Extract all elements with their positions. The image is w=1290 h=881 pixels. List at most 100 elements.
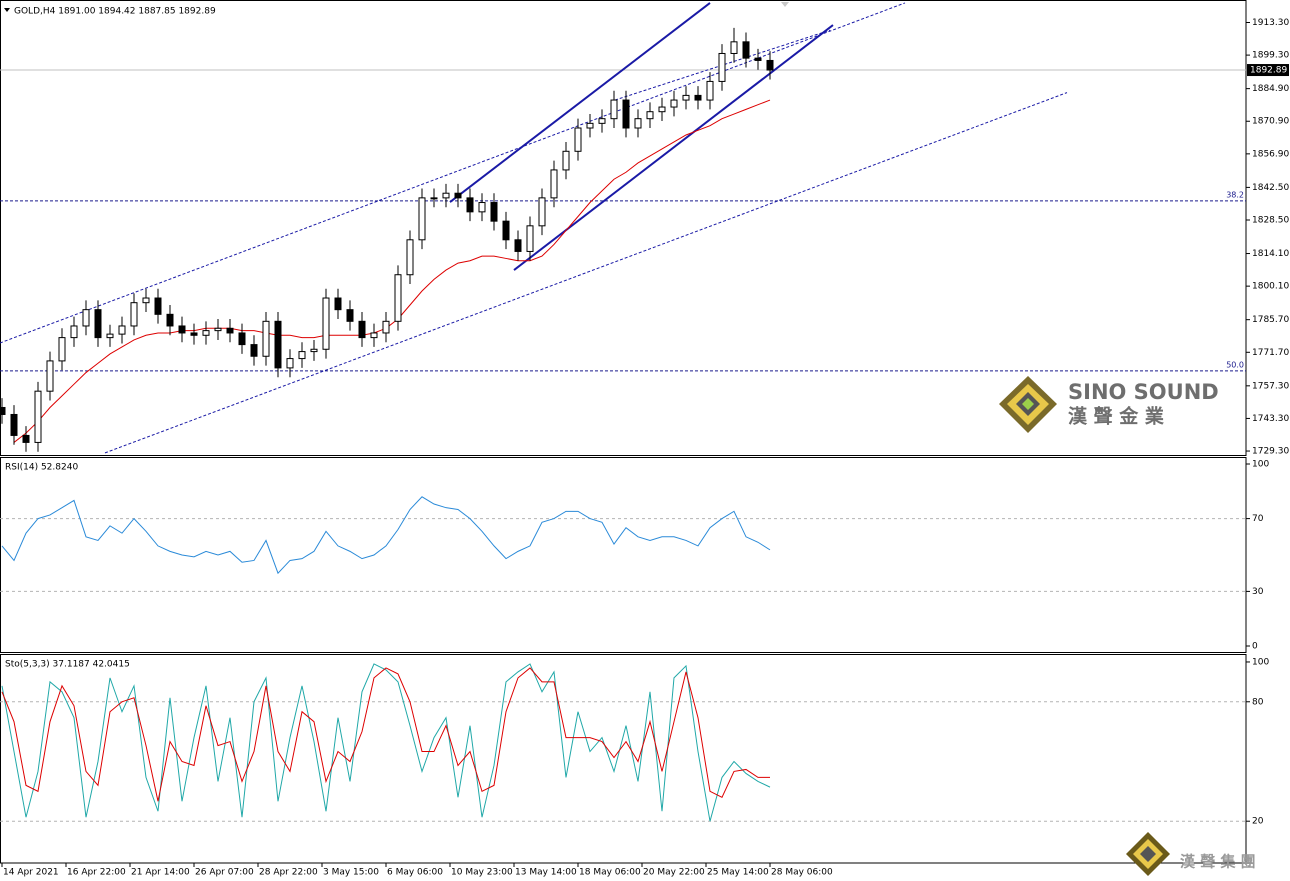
y-tick-label: 1913.30: [1252, 18, 1289, 28]
y-tick-label: 1828.50: [1252, 215, 1289, 225]
y-tick-label: 1800.10: [1252, 282, 1289, 292]
candle-body: [310, 348, 318, 353]
candle-body: [22, 434, 30, 443]
panel-title: GOLD,H4 1891.00 1894.42 1887.85 1892.89: [14, 7, 216, 17]
candle-body: [466, 197, 474, 213]
y-tick-label: 0: [1252, 641, 1258, 651]
candle-body: [118, 325, 126, 335]
candle-body: [250, 344, 258, 357]
y-tick-label: 70: [1252, 514, 1264, 524]
current-price-box: [1247, 64, 1289, 77]
y-tick-label: 1757.30: [1252, 381, 1289, 391]
candle-body: [406, 239, 414, 276]
plot-area: [0, 663, 1246, 822]
moving-average: [13, 99, 771, 443]
candle-body: [754, 57, 762, 61]
trend-line: [614, 29, 831, 101]
candle-body: [166, 313, 174, 327]
y-tick-label: 1856.90: [1252, 149, 1289, 159]
x-tick-label: 16 Apr 22:00: [67, 868, 126, 878]
sto-panel-frame: [0, 654, 1247, 864]
candle-body: [106, 333, 114, 339]
y-tick-label: 80: [1252, 697, 1264, 707]
y-tick-label: 30: [1252, 587, 1264, 597]
logo-group: 漢 聲 集 團: [1180, 853, 1256, 871]
candle-body: [346, 309, 354, 322]
candle-body: [202, 330, 210, 336]
candle-body: [82, 309, 90, 327]
y-tick-label: 20: [1252, 817, 1264, 827]
x-tick-label: 20 May 22:00: [643, 868, 705, 878]
y-tick-label: 1884.90: [1252, 84, 1289, 94]
x-tick-label: 3 May 15:00: [323, 868, 379, 878]
y-tick-label: 1785.70: [1252, 315, 1289, 325]
plot-area: [0, 2, 1246, 454]
shift-marker: [781, 2, 789, 7]
candle-body: [550, 169, 558, 199]
x-tick-label: 26 Apr 07:00: [195, 868, 254, 878]
indicator-line: [1, 496, 771, 575]
fib-level-label: 38.2: [1226, 190, 1244, 199]
logo-brand: SINO SOUND: [1068, 380, 1219, 404]
candle-body: [46, 360, 54, 392]
candle-body: [634, 118, 642, 129]
current-price-label: 1892.89: [1250, 66, 1287, 76]
candle-body: [646, 111, 654, 120]
candle-body: [514, 239, 522, 252]
y-tick-label: 1899.30: [1252, 51, 1289, 61]
candle-body: [394, 274, 402, 322]
candle-body: [586, 122, 594, 129]
rsi-panel-frame: [0, 457, 1247, 653]
candle-body: [358, 320, 366, 339]
candle-body: [178, 325, 186, 334]
y-tick-label: 1743.30: [1252, 414, 1289, 424]
candle-body: [454, 192, 462, 199]
plot-area: [0, 496, 1246, 592]
candle-body: [214, 327, 222, 332]
trend-line: [0, 2, 906, 344]
candle-body: [670, 99, 678, 108]
y-tick-label: 1870.90: [1252, 117, 1289, 127]
candle-body: [0, 406, 6, 415]
logo-small-core: [1140, 846, 1156, 862]
candle-body: [154, 297, 162, 315]
candle-body: [322, 297, 330, 350]
x-tick-label: 6 May 06:00: [387, 868, 443, 878]
y-tick-label: 100: [1252, 460, 1269, 470]
candle-body: [610, 99, 618, 120]
candle-body: [490, 202, 498, 222]
candle-body: [694, 94, 702, 101]
indicator-line: [1, 667, 771, 802]
candle-body: [418, 197, 426, 241]
candle-body: [298, 351, 306, 360]
candle-body: [94, 309, 102, 339]
candle-body: [226, 327, 234, 334]
candle-body: [190, 332, 198, 336]
candle-body: [562, 150, 570, 171]
candle-body: [274, 320, 282, 369]
candle-body: [598, 118, 606, 124]
x-tick-label: 21 Apr 14:00: [131, 868, 190, 878]
candle-body: [706, 80, 714, 101]
trend-line: [104, 92, 1068, 454]
menu-arrow: [4, 8, 10, 12]
logo-chinese: 漢 聲 金 業: [1068, 405, 1165, 428]
candle-body: [742, 41, 750, 59]
logo: SINO SOUND 漢 聲 金 業: [999, 376, 1219, 433]
x-tick-label: 14 Apr 2021: [3, 868, 59, 878]
x-tick-label: 28 May 06:00: [771, 868, 833, 878]
y-tick-label: 100: [1252, 657, 1269, 667]
indicator-line: [1, 663, 771, 822]
candle-body: [334, 297, 342, 311]
price-panel-frame: [0, 0, 1247, 456]
x-tick-label: 13 May 14:00: [515, 868, 577, 878]
logo-diamond-center: [1022, 398, 1034, 410]
y-tick-label: 1771.70: [1252, 348, 1289, 358]
candle-body: [718, 52, 726, 82]
candle-body: [478, 202, 486, 213]
candle-body: [238, 332, 246, 346]
y-tick-label: 1814.10: [1252, 249, 1289, 259]
x-tick-label: 10 May 23:00: [451, 868, 513, 878]
